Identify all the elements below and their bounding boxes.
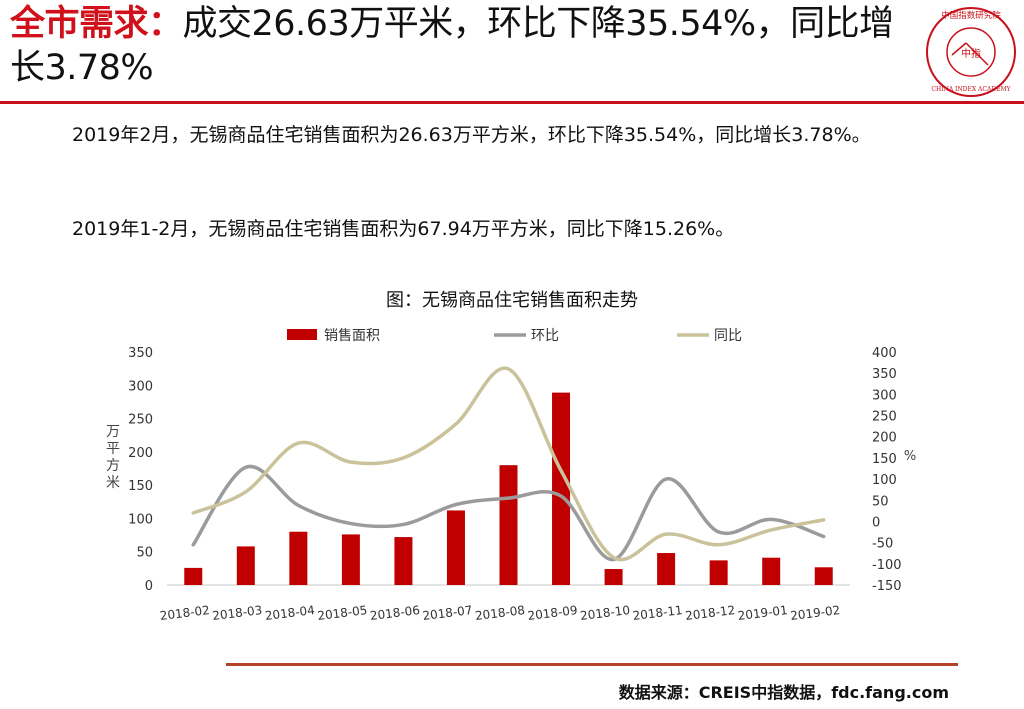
x-tick-label: 2018-10 xyxy=(579,603,630,623)
academy-logo: 中指 中国指数研究院 CHINA INDEX ACADEMY xyxy=(926,7,1016,97)
bar-sales-area xyxy=(341,534,360,585)
legend-label: 同比 xyxy=(714,328,742,344)
x-tick-label: 2018-07 xyxy=(422,603,473,623)
x-tick-label: 2018-06 xyxy=(369,603,420,623)
y-tick-label: 350 xyxy=(128,346,153,361)
bar-sales-area xyxy=(604,569,623,585)
header-divider xyxy=(0,101,1024,104)
legend-label: 销售面积 xyxy=(324,328,380,344)
bar-sales-area xyxy=(552,392,571,585)
y-tick-label: 50 xyxy=(136,546,153,561)
y2-tick-label: 0 xyxy=(872,515,880,530)
y-tick-label: 300 xyxy=(128,379,153,394)
logo-sub-text: CHINA INDEX ACADEMY xyxy=(931,86,1011,93)
bar-sales-area xyxy=(289,531,308,585)
bar-sales-area xyxy=(814,567,833,585)
y2-tick-label: -150 xyxy=(872,579,902,594)
x-tick-label: 2018-04 xyxy=(264,603,315,623)
bar-sales-area xyxy=(709,560,728,585)
y2-tick-label: 150 xyxy=(872,452,897,467)
bar-sales-area xyxy=(446,510,465,585)
y-axis-label: 万 xyxy=(106,424,120,440)
sales-area-chart: 0 50 100 150 200 250 300 350 -150 -100 -50 0 50 100 15… xyxy=(106,328,916,623)
y-axis-label: 方 xyxy=(106,458,120,474)
bar-sales-area xyxy=(184,567,203,585)
legend-swatch-sales-area xyxy=(287,329,317,340)
bar-sales-area xyxy=(236,546,255,585)
x-tick-label: 2018-05 xyxy=(317,603,368,623)
y-axis-label: 平 xyxy=(106,441,120,457)
y2-tick-label: 400 xyxy=(872,346,897,361)
y2-tick-label: 350 xyxy=(872,367,897,382)
summary-paragraph-2: 2019年1-2月，无锡商品住宅销售面积为67.94万平方米，同比下降15.26… xyxy=(72,218,735,240)
summary-paragraph-1: 2019年2月，无锡商品住宅销售面积为26.63万平方米，环比下降35.54%，… xyxy=(72,124,871,146)
bar-sales-area xyxy=(394,537,413,585)
y2-tick-label: 100 xyxy=(872,473,897,488)
x-tick-label: 2019-02 xyxy=(790,603,841,623)
x-tick-label: 2018-12 xyxy=(684,603,735,623)
y2-axis-label: % xyxy=(904,449,916,464)
bar-sales-area xyxy=(657,553,676,585)
x-tick-label: 2019-01 xyxy=(737,603,788,623)
footer-divider xyxy=(226,663,958,666)
line-mom xyxy=(191,464,826,562)
y2-tick-label: -100 xyxy=(872,558,902,573)
page-title: 全市需求：成交26.63万平米，环比下降35.54%，同比增长3.78% xyxy=(10,2,920,90)
page-title-text: 成交26.63万平米，环比下降35.54%，同比增长3.78% xyxy=(10,4,894,88)
x-tick-label: 2018-11 xyxy=(632,603,683,623)
y2-tick-label: 50 xyxy=(872,494,889,509)
x-tick-label: 2018-09 xyxy=(527,603,578,623)
y-tick-label: 150 xyxy=(128,479,153,494)
logo-arc-text: 中国指数研究院 xyxy=(941,10,1001,21)
y2-tick-label: 200 xyxy=(872,431,897,446)
y2-tick-label: 250 xyxy=(872,410,897,425)
y2-tick-label: -50 xyxy=(872,537,893,552)
x-tick-label: 2018-03 xyxy=(212,603,263,623)
y2-tick-label: 300 xyxy=(872,388,897,403)
y-tick-label: 200 xyxy=(128,446,153,461)
x-tick-label: 2018-08 xyxy=(474,603,525,623)
y-tick-label: 250 xyxy=(128,413,153,428)
line-yoy xyxy=(191,366,826,562)
bar-sales-area xyxy=(762,557,781,585)
bar-sales-area xyxy=(499,465,518,585)
legend-label: 环比 xyxy=(531,328,559,344)
y-axis-label: 米 xyxy=(106,475,120,491)
page-title-highlight: 全市需求： xyxy=(10,4,183,44)
x-tick-label: 2018-02 xyxy=(159,603,210,623)
data-source: 数据来源：CREIS中指数据，fdc.fang.com xyxy=(618,683,949,702)
logo-center-text: 中指 xyxy=(961,47,981,60)
y-tick-label: 100 xyxy=(128,512,153,527)
y-tick-label: 0 xyxy=(145,579,153,594)
chart-title: 图：无锡商品住宅销售面积走势 xyxy=(386,290,638,311)
